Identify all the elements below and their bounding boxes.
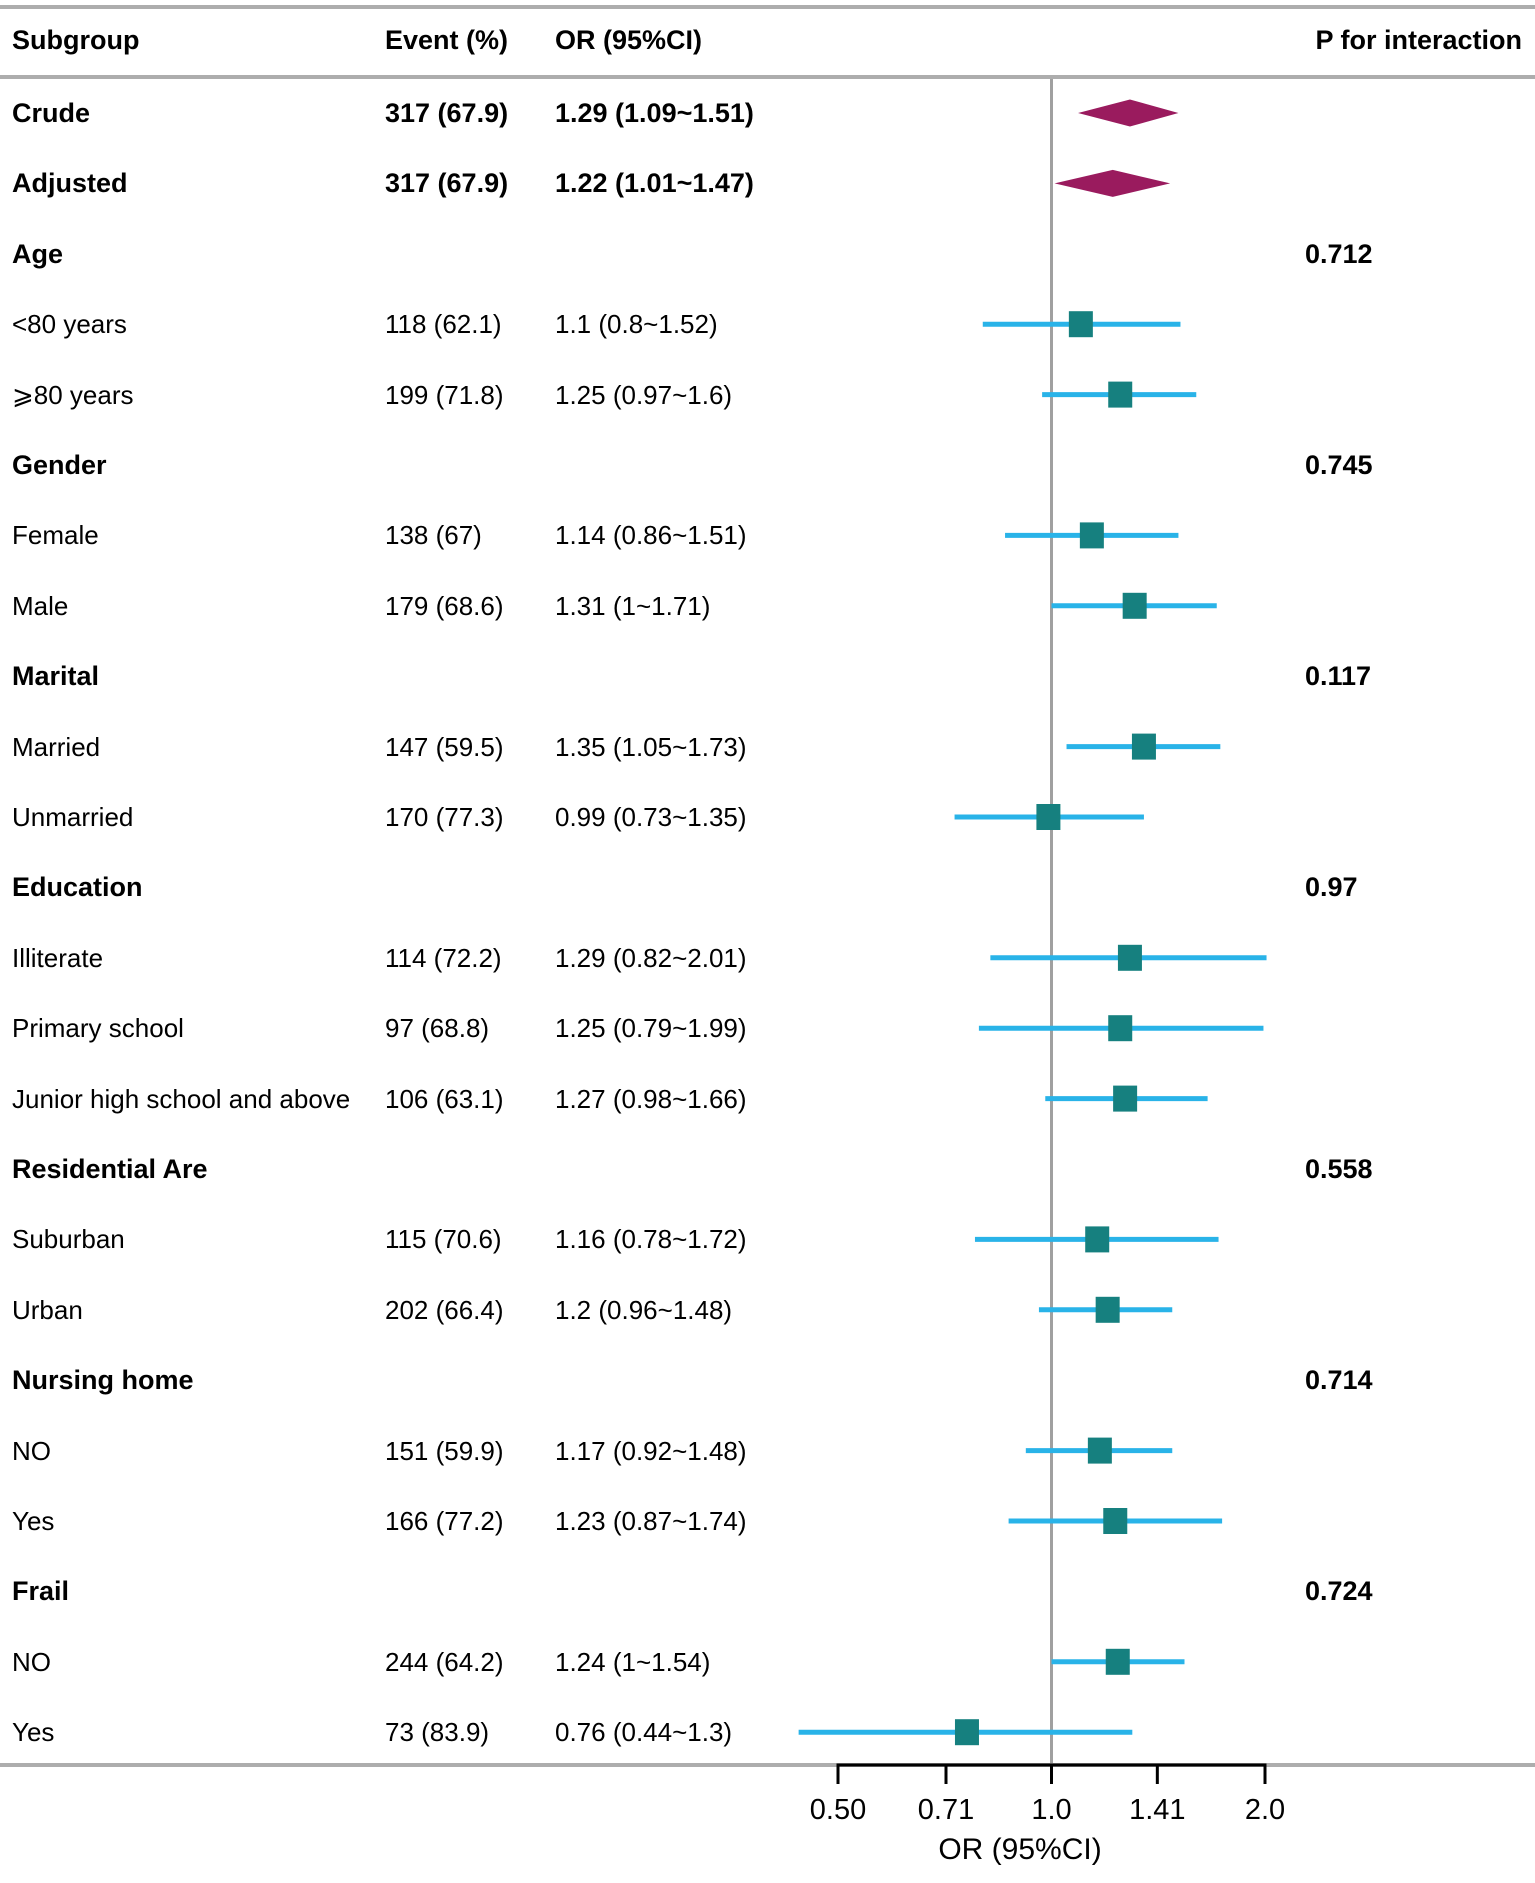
row-or: 1.2 (0.96~1.48)	[555, 1294, 733, 1325]
row-or: 1.29 (1.09~1.51)	[555, 98, 754, 128]
row-label: Adjusted	[12, 168, 128, 199]
row-event: 138 (67)	[385, 520, 482, 551]
or-square-marker	[1122, 592, 1147, 619]
or-square-marker	[1113, 1085, 1138, 1112]
or-square-marker	[1108, 1015, 1133, 1042]
subgroup-header: Subgroup	[12, 25, 140, 55]
row-label: Suburban	[12, 1224, 125, 1255]
summary-diamond	[1078, 99, 1179, 127]
row-or: 1.25 (0.97~1.6)	[555, 379, 733, 410]
row-p-value: 0.117	[1305, 661, 1372, 692]
summary-diamond	[1054, 169, 1171, 197]
row-or: 1.24 (1~1.54)	[555, 1646, 711, 1677]
row-event: 179 (68.6)	[385, 590, 504, 621]
or-square-marker	[1117, 944, 1142, 971]
row-p-value: 0.712	[1305, 238, 1373, 269]
row-label: Gender	[12, 450, 107, 480]
x-axis-tick-label: 0.50	[809, 1794, 867, 1826]
row-or: 0.76 (0.44~1.3)	[555, 1717, 733, 1748]
or-square-marker	[954, 1719, 979, 1746]
row-or: 1.14 (0.86~1.51)	[555, 520, 747, 551]
row-label: Yes	[12, 1506, 55, 1536]
row-label: Marital	[12, 661, 100, 692]
or-square-marker	[1087, 1437, 1112, 1464]
x-axis-tick-label: 1.41	[1129, 1794, 1186, 1826]
row-label: <80 years	[12, 309, 127, 340]
row-p-value: 0.724	[1305, 1576, 1373, 1607]
row-label: Yes	[12, 1717, 55, 1748]
row-event: 118 (62.1)	[385, 309, 502, 340]
header-rule	[0, 75, 1535, 79]
or-square-marker	[1103, 1508, 1128, 1534]
row-p-value: 0.714	[1305, 1365, 1373, 1396]
row-or: 1.1 (0.8~1.52)	[555, 309, 718, 340]
row-p-value: 0.558	[1305, 1154, 1373, 1184]
row-event: 166 (77.2)	[385, 1506, 504, 1536]
row-label: Age	[12, 238, 64, 269]
bottom-rule	[0, 1763, 1535, 1767]
row-label: Junior high school and above	[12, 1083, 351, 1114]
row-or: 1.29 (0.82~2.01)	[555, 942, 747, 973]
row-or: 0.99 (0.73~1.35)	[555, 802, 747, 832]
or-square-marker	[1079, 522, 1104, 549]
row-event: 114 (72.2)	[385, 942, 502, 973]
row-or: 1.23 (0.87~1.74)	[555, 1506, 747, 1536]
row-label: Crude	[12, 98, 91, 128]
row-label: Education	[12, 872, 143, 903]
row-label: NO	[12, 1646, 51, 1677]
row-or: 1.17 (0.92~1.48)	[555, 1435, 747, 1466]
or-square-marker	[1085, 1226, 1110, 1253]
event-header: Event (%)	[385, 25, 509, 55]
or-square-marker	[1095, 1296, 1120, 1323]
x-axis-tick-label: 2.0	[1244, 1794, 1286, 1826]
row-event: 317 (67.9)	[385, 168, 509, 199]
row-or: 1.27 (0.98~1.66)	[555, 1083, 747, 1114]
row-or: 1.16 (0.78~1.72)	[555, 1224, 747, 1255]
row-event: 199 (71.8)	[385, 379, 504, 410]
row-event: 97 (68.8)	[385, 1013, 490, 1044]
or-square-marker	[1068, 311, 1093, 338]
row-label: Frail	[12, 1576, 70, 1607]
row-label: Urban	[12, 1294, 83, 1325]
x-axis-tick-label: 0.71	[917, 1794, 975, 1826]
row-event: 147 (59.5)	[385, 731, 504, 762]
row-label: Nursing home	[12, 1365, 194, 1396]
row-label: Illiterate	[12, 942, 104, 973]
row-event: 151 (59.9)	[385, 1435, 504, 1466]
or-square-marker	[1108, 381, 1133, 408]
or-square-marker	[1131, 733, 1156, 760]
or-square-marker	[1105, 1648, 1130, 1675]
row-or: 1.22 (1.01~1.47)	[555, 168, 754, 199]
row-event: 317 (67.9)	[385, 98, 509, 128]
row-label: Primary school	[12, 1013, 184, 1044]
row-label: Unmarried	[12, 802, 134, 832]
row-or: 1.35 (1.05~1.73)	[555, 731, 747, 762]
row-label: Female	[12, 520, 99, 551]
x-axis-tick-label: 1.0	[1031, 1794, 1072, 1826]
row-event: 170 (77.3)	[385, 802, 504, 832]
row-label: ⩾80 years	[12, 379, 134, 410]
row-p-value: 0.745	[1305, 450, 1373, 480]
p-interaction-header: P for interaction	[1315, 25, 1522, 55]
row-event: 73 (83.9)	[385, 1717, 490, 1748]
row-label: Residential Are	[12, 1154, 208, 1184]
row-label: NO	[12, 1435, 51, 1466]
row-event: 244 (64.2)	[385, 1646, 504, 1677]
or-square-marker	[1036, 804, 1061, 830]
row-or: 1.31 (1~1.71)	[555, 590, 711, 621]
row-label: Male	[12, 590, 69, 621]
row-event: 202 (66.4)	[385, 1294, 504, 1325]
row-or: 1.25 (0.79~1.99)	[555, 1013, 747, 1044]
row-event: 106 (63.1)	[385, 1083, 504, 1114]
row-label: Married	[12, 731, 101, 762]
row-p-value: 0.97	[1305, 872, 1358, 903]
or-header: OR (95%CI)	[555, 25, 703, 55]
x-axis-title: OR (95%CI)	[938, 1833, 1102, 1866]
row-event: 115 (70.6)	[385, 1224, 502, 1255]
top-rule	[0, 5, 1535, 9]
